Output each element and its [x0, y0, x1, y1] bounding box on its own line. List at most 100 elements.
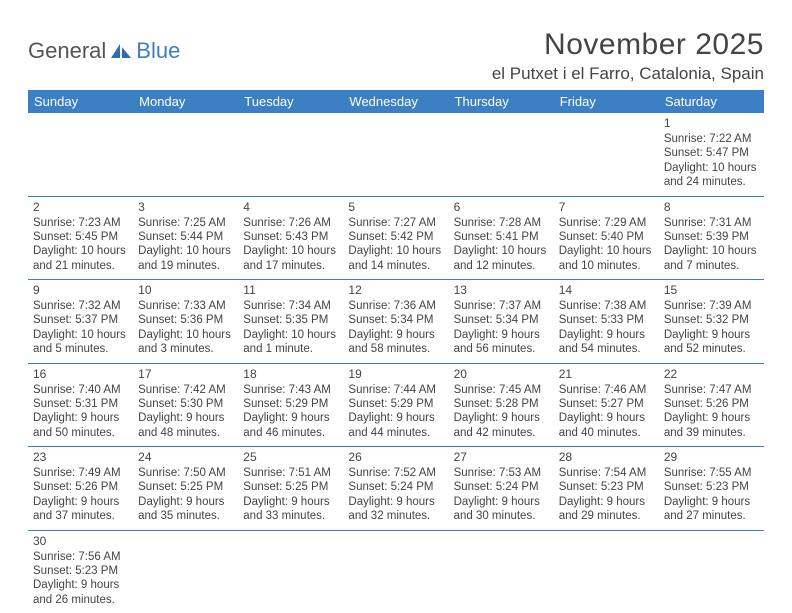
title-block: November 2025 el Putxet i el Farro, Cata…	[492, 28, 764, 84]
calendar-cell: 28Sunrise: 7:54 AMSunset: 5:23 PMDayligh…	[554, 447, 659, 531]
day-number: 15	[664, 283, 759, 298]
sunset-text: Sunset: 5:36 PM	[138, 313, 233, 327]
sunrise-text: Sunrise: 7:43 AM	[243, 383, 338, 397]
header: General Blue November 2025 el Putxet i e…	[28, 28, 764, 84]
month-title: November 2025	[492, 28, 764, 62]
weekday-header: Wednesday	[343, 90, 448, 113]
day-number: 17	[138, 367, 233, 382]
calendar-cell	[28, 113, 133, 196]
daylight-text: Daylight: 10 hours and 3 minutes.	[138, 328, 233, 357]
daylight-text: Daylight: 9 hours and 35 minutes.	[138, 495, 233, 524]
sunset-text: Sunset: 5:41 PM	[454, 230, 549, 244]
day-number: 24	[138, 450, 233, 465]
sunset-text: Sunset: 5:39 PM	[664, 230, 759, 244]
day-number: 6	[454, 200, 549, 215]
calendar-cell: 19Sunrise: 7:44 AMSunset: 5:29 PMDayligh…	[343, 363, 448, 447]
sunrise-text: Sunrise: 7:47 AM	[664, 383, 759, 397]
sunset-text: Sunset: 5:24 PM	[454, 480, 549, 494]
calendar-week-row: 2Sunrise: 7:23 AMSunset: 5:45 PMDaylight…	[28, 196, 764, 280]
daylight-text: Daylight: 10 hours and 7 minutes.	[664, 244, 759, 273]
sunrise-text: Sunrise: 7:45 AM	[454, 383, 549, 397]
weekday-header: Sunday	[28, 90, 133, 113]
sunrise-text: Sunrise: 7:26 AM	[243, 216, 338, 230]
sunrise-text: Sunrise: 7:23 AM	[33, 216, 128, 230]
sunrise-text: Sunrise: 7:32 AM	[33, 299, 128, 313]
calendar-cell: 4Sunrise: 7:26 AMSunset: 5:43 PMDaylight…	[238, 196, 343, 280]
sunset-text: Sunset: 5:29 PM	[348, 397, 443, 411]
daylight-text: Daylight: 9 hours and 30 minutes.	[454, 495, 549, 524]
calendar-cell	[238, 530, 343, 613]
day-number: 13	[454, 283, 549, 298]
sunset-text: Sunset: 5:29 PM	[243, 397, 338, 411]
daylight-text: Daylight: 9 hours and 29 minutes.	[559, 495, 654, 524]
sunset-text: Sunset: 5:28 PM	[454, 397, 549, 411]
day-number: 8	[664, 200, 759, 215]
brand-logo: General Blue	[28, 38, 180, 64]
sunset-text: Sunset: 5:33 PM	[559, 313, 654, 327]
sunrise-text: Sunrise: 7:28 AM	[454, 216, 549, 230]
calendar-cell: 3Sunrise: 7:25 AMSunset: 5:44 PMDaylight…	[133, 196, 238, 280]
sunrise-text: Sunrise: 7:49 AM	[33, 466, 128, 480]
calendar-cell	[133, 530, 238, 613]
day-number: 18	[243, 367, 338, 382]
brand-text-general: General	[28, 38, 106, 64]
day-number: 21	[559, 367, 654, 382]
day-number: 20	[454, 367, 549, 382]
calendar-table: Sunday Monday Tuesday Wednesday Thursday…	[28, 90, 764, 613]
weekday-header: Friday	[554, 90, 659, 113]
day-number: 29	[664, 450, 759, 465]
calendar-cell: 13Sunrise: 7:37 AMSunset: 5:34 PMDayligh…	[449, 280, 554, 364]
sunrise-text: Sunrise: 7:54 AM	[559, 466, 654, 480]
sunrise-text: Sunrise: 7:34 AM	[243, 299, 338, 313]
sunrise-text: Sunrise: 7:46 AM	[559, 383, 654, 397]
sunrise-text: Sunrise: 7:50 AM	[138, 466, 233, 480]
day-number: 28	[559, 450, 654, 465]
calendar-cell: 21Sunrise: 7:46 AMSunset: 5:27 PMDayligh…	[554, 363, 659, 447]
day-number: 19	[348, 367, 443, 382]
weekday-header: Tuesday	[238, 90, 343, 113]
daylight-text: Daylight: 9 hours and 27 minutes.	[664, 495, 759, 524]
daylight-text: Daylight: 10 hours and 10 minutes.	[559, 244, 654, 273]
calendar-cell	[449, 530, 554, 613]
daylight-text: Daylight: 9 hours and 46 minutes.	[243, 411, 338, 440]
sunset-text: Sunset: 5:27 PM	[559, 397, 654, 411]
sunrise-text: Sunrise: 7:29 AM	[559, 216, 654, 230]
calendar-cell: 1Sunrise: 7:22 AMSunset: 5:47 PMDaylight…	[659, 113, 764, 196]
daylight-text: Daylight: 9 hours and 58 minutes.	[348, 328, 443, 357]
sunset-text: Sunset: 5:35 PM	[243, 313, 338, 327]
calendar-week-row: 1Sunrise: 7:22 AMSunset: 5:47 PMDaylight…	[28, 113, 764, 196]
daylight-text: Daylight: 9 hours and 40 minutes.	[559, 411, 654, 440]
calendar-cell: 18Sunrise: 7:43 AMSunset: 5:29 PMDayligh…	[238, 363, 343, 447]
day-number: 23	[33, 450, 128, 465]
weekday-header: Thursday	[449, 90, 554, 113]
daylight-text: Daylight: 10 hours and 5 minutes.	[33, 328, 128, 357]
day-number: 26	[348, 450, 443, 465]
sunset-text: Sunset: 5:43 PM	[243, 230, 338, 244]
day-number: 4	[243, 200, 338, 215]
day-number: 14	[559, 283, 654, 298]
daylight-text: Daylight: 10 hours and 14 minutes.	[348, 244, 443, 273]
day-number: 27	[454, 450, 549, 465]
day-number: 5	[348, 200, 443, 215]
calendar-cell: 30Sunrise: 7:56 AMSunset: 5:23 PMDayligh…	[28, 530, 133, 613]
sunset-text: Sunset: 5:40 PM	[559, 230, 654, 244]
sunrise-text: Sunrise: 7:40 AM	[33, 383, 128, 397]
calendar-cell: 9Sunrise: 7:32 AMSunset: 5:37 PMDaylight…	[28, 280, 133, 364]
day-number: 12	[348, 283, 443, 298]
calendar-cell: 25Sunrise: 7:51 AMSunset: 5:25 PMDayligh…	[238, 447, 343, 531]
sunset-text: Sunset: 5:30 PM	[138, 397, 233, 411]
sunrise-text: Sunrise: 7:31 AM	[664, 216, 759, 230]
calendar-cell: 10Sunrise: 7:33 AMSunset: 5:36 PMDayligh…	[133, 280, 238, 364]
calendar-cell: 15Sunrise: 7:39 AMSunset: 5:32 PMDayligh…	[659, 280, 764, 364]
calendar-cell: 23Sunrise: 7:49 AMSunset: 5:26 PMDayligh…	[28, 447, 133, 531]
sunset-text: Sunset: 5:32 PM	[664, 313, 759, 327]
day-number: 16	[33, 367, 128, 382]
sail-icon	[109, 42, 133, 60]
daylight-text: Daylight: 9 hours and 48 minutes.	[138, 411, 233, 440]
daylight-text: Daylight: 9 hours and 56 minutes.	[454, 328, 549, 357]
calendar-week-row: 30Sunrise: 7:56 AMSunset: 5:23 PMDayligh…	[28, 530, 764, 613]
daylight-text: Daylight: 9 hours and 54 minutes.	[559, 328, 654, 357]
sunset-text: Sunset: 5:44 PM	[138, 230, 233, 244]
calendar-cell: 2Sunrise: 7:23 AMSunset: 5:45 PMDaylight…	[28, 196, 133, 280]
sunset-text: Sunset: 5:26 PM	[33, 480, 128, 494]
